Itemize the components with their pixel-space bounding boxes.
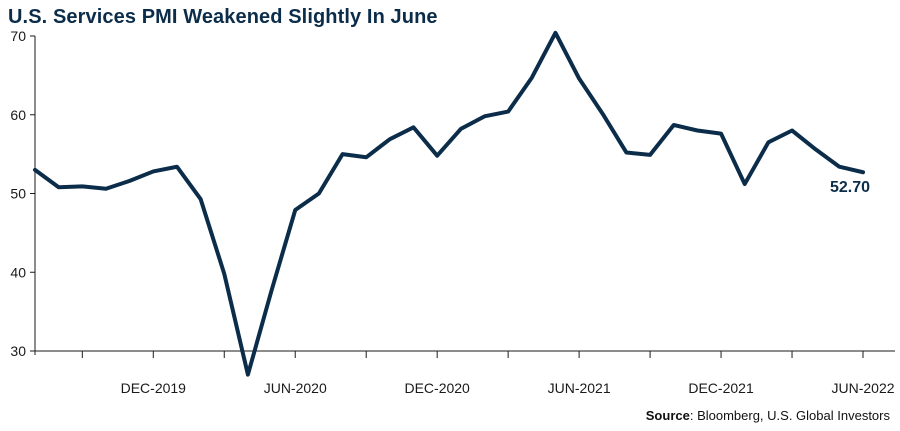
- y-tick-label: 30: [10, 343, 26, 359]
- source-note: Source: Bloomberg, U.S. Global Investors: [646, 408, 890, 423]
- chart-labels: 30 40 50 60 70 DEC-2019 JUN-2020 DEC-2020 JUN-20…: [10, 28, 894, 396]
- x-tick-label: JUN-2021: [548, 380, 611, 396]
- x-tick-label: DEC-2020: [404, 380, 470, 396]
- y-tick-label: 70: [10, 28, 26, 44]
- source-label: Source: [645, 408, 690, 423]
- x-tick-label: DEC-2021: [688, 380, 754, 396]
- plot-area: [33, 30, 865, 377]
- x-tick-label: DEC-2019: [121, 380, 187, 396]
- chart-title: U.S. Services PMI Weakened Slightly In J…: [8, 6, 438, 28]
- x-tick-label: JUN-2022: [831, 380, 894, 396]
- y-tick-label: 40: [10, 264, 26, 280]
- chart-axes: [30, 35, 895, 358]
- series-line: [33, 30, 865, 377]
- y-tick-label: 60: [10, 107, 26, 123]
- source-text: : Bloomberg, U.S. Global Investors: [689, 408, 890, 423]
- last-value-label: 52.70: [830, 179, 870, 196]
- y-tick-label: 50: [10, 186, 26, 202]
- x-tick-label: JUN-2020: [264, 380, 327, 396]
